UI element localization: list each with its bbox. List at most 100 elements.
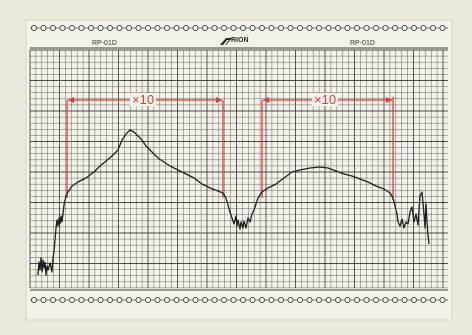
sprocket-hole	[144, 24, 151, 31]
marker-1-label: ×10	[130, 92, 157, 107]
sprocket-hole	[401, 296, 408, 303]
chart-grid	[29, 47, 448, 291]
sprocket-hole	[239, 24, 246, 31]
sprocket-hole	[59, 24, 66, 31]
sprocket-hole	[230, 24, 237, 31]
sprocket-hole	[135, 296, 142, 303]
sprocket-hole	[439, 24, 446, 31]
sprocket-hole	[410, 24, 417, 31]
sprocket-hole	[116, 24, 123, 31]
sprocket-hole	[382, 24, 389, 31]
header-right-label: RP-01D	[350, 40, 375, 47]
marker-1-arrowhead-left	[68, 97, 74, 103]
sprocket-hole	[88, 24, 95, 31]
sprocket-hole	[211, 24, 218, 31]
sprocket-hole	[88, 296, 95, 303]
sprocket-hole	[363, 296, 370, 303]
sprocket-hole	[220, 296, 227, 303]
sprocket-hole	[154, 24, 161, 31]
sprocket-holes-bottom	[30, 296, 448, 303]
sprocket-hole	[69, 296, 76, 303]
sprocket-hole	[201, 296, 208, 303]
sprocket-hole	[344, 24, 351, 31]
sprocket-hole	[40, 296, 47, 303]
sprocket-hole	[287, 24, 294, 31]
sprocket-hole	[391, 24, 398, 31]
sprocket-hole	[429, 296, 436, 303]
sprocket-hole	[192, 296, 199, 303]
sprocket-hole	[50, 24, 57, 31]
sprocket-hole	[239, 296, 246, 303]
sprocket-hole	[116, 296, 123, 303]
sprocket-hole	[277, 24, 284, 31]
sprocket-hole	[192, 24, 199, 31]
sprocket-hole	[315, 24, 322, 31]
sprocket-hole	[220, 24, 227, 31]
sprocket-hole	[107, 296, 114, 303]
sprocket-hole	[135, 24, 142, 31]
sprocket-hole	[173, 24, 180, 31]
sprocket-hole	[382, 296, 389, 303]
marker-2-arrowhead-right	[386, 97, 392, 103]
sprocket-hole	[78, 24, 85, 31]
brand-name: RION	[231, 37, 249, 44]
sprocket-hole	[296, 296, 303, 303]
sprocket-hole	[201, 24, 208, 31]
sprocket-hole	[363, 24, 370, 31]
sprocket-hole	[268, 24, 275, 31]
sprocket-hole	[287, 296, 294, 303]
sprocket-hole	[268, 296, 275, 303]
sprocket-hole	[40, 24, 47, 31]
sprocket-hole	[163, 24, 170, 31]
sprocket-hole	[353, 24, 360, 31]
sprocket-hole	[306, 24, 313, 31]
sprocket-hole	[353, 296, 360, 303]
sprocket-hole	[420, 296, 427, 303]
sprocket-hole	[182, 296, 189, 303]
sprocket-hole	[69, 24, 76, 31]
sprocket-hole	[325, 296, 332, 303]
sprocket-hole	[315, 296, 322, 303]
sprocket-hole	[30, 296, 37, 303]
sprocket-hole	[249, 296, 256, 303]
sprocket-hole	[230, 296, 237, 303]
sprocket-hole	[97, 296, 104, 303]
brand-logo-icon	[220, 38, 232, 45]
sprocket-hole	[410, 296, 417, 303]
sprocket-hole	[258, 296, 265, 303]
header-left-label: RP-01D	[92, 40, 117, 47]
sprocket-hole	[306, 296, 313, 303]
sprocket-hole	[97, 24, 104, 31]
sprocket-hole	[173, 296, 180, 303]
sprocket-hole	[154, 296, 161, 303]
sprocket-hole	[429, 24, 436, 31]
sprocket-hole	[107, 24, 114, 31]
sprocket-hole	[439, 296, 446, 303]
sprocket-hole	[59, 296, 66, 303]
sprocket-hole	[325, 24, 332, 31]
marker-2-arrowhead-left	[263, 97, 269, 103]
sprocket-hole	[144, 296, 151, 303]
sprocket-hole	[372, 296, 379, 303]
sprocket-hole	[182, 24, 189, 31]
sprocket-hole	[420, 24, 427, 31]
sprocket-hole	[78, 296, 85, 303]
sprocket-hole	[391, 296, 398, 303]
marker-2-label: ×10	[312, 92, 339, 107]
sprocket-hole	[258, 24, 265, 31]
sprocket-hole	[277, 296, 284, 303]
sprocket-hole	[211, 296, 218, 303]
sprocket-hole	[126, 296, 133, 303]
sprocket-hole	[372, 24, 379, 31]
sprocket-hole	[296, 24, 303, 31]
sprocket-hole	[30, 24, 37, 31]
sprocket-hole	[50, 296, 57, 303]
sprocket-hole	[334, 296, 341, 303]
sprocket-holes-top	[30, 24, 448, 31]
sprocket-hole	[126, 24, 133, 31]
recorder-trace	[37, 129, 430, 276]
sprocket-hole	[401, 24, 408, 31]
sprocket-hole	[334, 24, 341, 31]
sprocket-hole	[163, 296, 170, 303]
